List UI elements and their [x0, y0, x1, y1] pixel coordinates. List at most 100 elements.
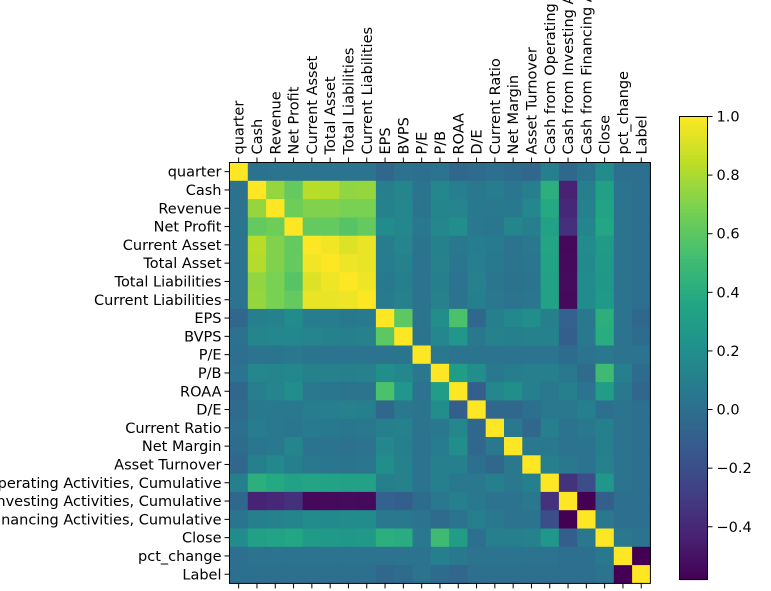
- heatmap-cell-11-15: [504, 363, 523, 383]
- heatmap-cell-1-14: [485, 180, 505, 200]
- heatmap-cell-15-17: [540, 437, 560, 456]
- heatmap-cell-16-6: [339, 455, 358, 474]
- heatmap-cell-16-13: [467, 455, 487, 474]
- heatmap-cell-16-4: [302, 455, 322, 474]
- heatmap-cell-21-13: [467, 546, 487, 566]
- heatmap-cell-9-5: [321, 327, 340, 346]
- heatmap-cell-10-8: [375, 345, 395, 365]
- heatmap-cell-6-8: [375, 272, 395, 291]
- heatmap-cell-13-14: [485, 400, 505, 420]
- heatmap-cell-10-12: [449, 345, 468, 365]
- heatmap-cell-5-10: [412, 254, 432, 273]
- heatmap-cell-4-8: [375, 235, 395, 255]
- heatmap-cell-10-9: [394, 345, 413, 365]
- colorbar-segment-5: [679, 135, 708, 141]
- colorbar-segment-11: [679, 158, 708, 164]
- colorbar-segment-66: [679, 371, 708, 376]
- heatmap-cell-9-17: [540, 327, 560, 346]
- heatmap-cell-13-10: [412, 400, 432, 420]
- heatmap-cell-19-22: [632, 510, 651, 529]
- heatmap-cell-2-13: [467, 199, 487, 218]
- heatmap-cell-1-22: [632, 180, 651, 200]
- heatmap-cell-0-20: [595, 162, 615, 182]
- heatmap-cell-22-2: [266, 565, 285, 584]
- heatmap-cell-15-18: [558, 437, 578, 456]
- colorbar-segment-24: [679, 209, 708, 214]
- heatmap-cell-2-0: [229, 199, 249, 218]
- heatmap-cell-8-4: [302, 308, 322, 328]
- heatmap-cell-17-16: [522, 473, 541, 493]
- heatmap-cell-18-7: [357, 491, 377, 511]
- heatmap-cell-2-21: [613, 199, 633, 218]
- heatmap-cell-8-11: [430, 308, 450, 328]
- heatmap-cell-14-3: [284, 418, 304, 438]
- heatmap-cell-10-10: [412, 345, 432, 365]
- heatmap-cell-0-4: [302, 162, 322, 182]
- colorbar-segment-116: [679, 564, 708, 569]
- heatmap-cell-18-4: [302, 491, 322, 511]
- heatmap-cell-18-0: [229, 491, 249, 511]
- heatmap-cell-4-22: [632, 235, 651, 255]
- heatmap-cell-2-11: [430, 199, 450, 218]
- heatmap-cell-11-20: [595, 363, 615, 383]
- heatmap-cell-3-1: [247, 217, 267, 237]
- heatmap-cell-22-18: [558, 565, 578, 584]
- heatmap-cell-21-15: [504, 546, 523, 566]
- x-tick-label-12: ROAA: [451, 113, 467, 155]
- heatmap-cell-7-7: [357, 290, 377, 310]
- colorbar-segment-64: [679, 363, 708, 368]
- heatmap-cell-18-10: [412, 491, 432, 511]
- heatmap-cell-17-3: [284, 473, 304, 493]
- heatmap-cell-19-9: [394, 510, 413, 529]
- heatmap-cell-21-2: [266, 546, 285, 566]
- heatmap-cell-6-21: [613, 272, 633, 291]
- colorbar-segment-51: [679, 313, 708, 318]
- heatmap-cell-9-2: [266, 327, 285, 346]
- heatmap-cell-11-22: [632, 363, 651, 383]
- colorbar-tick-label-7: 1.0: [717, 110, 740, 126]
- heatmap-cell-0-10: [412, 162, 432, 182]
- colorbar-segment-33: [679, 243, 708, 249]
- heatmap-cell-17-18: [558, 473, 578, 493]
- colorbar-segment-84: [679, 440, 708, 446]
- y-tick-label-13: D/E: [196, 403, 221, 419]
- heatmap-cell-5-5: [321, 254, 340, 273]
- heatmap-cell-17-4: [302, 473, 322, 493]
- heatmap-cell-12-16: [522, 382, 541, 401]
- heatmap-cell-6-17: [540, 272, 560, 291]
- heatmap-cell-18-1: [247, 491, 267, 511]
- heatmap-cell-16-20: [595, 455, 615, 474]
- colorbar-segment-97: [679, 490, 708, 496]
- x-tick-label-18: Cash from Investing Activities, Cumulati…: [561, 0, 577, 155]
- heatmap-cell-18-12: [449, 491, 468, 511]
- heatmap-cell-1-13: [467, 180, 487, 200]
- heatmap-cell-12-15: [504, 382, 523, 401]
- heatmap-cell-3-14: [485, 217, 505, 237]
- heatmap-cell-1-8: [375, 180, 395, 200]
- heatmap-cell-5-21: [613, 254, 633, 273]
- heatmap-cell-15-8: [375, 437, 395, 456]
- heatmap-cell-12-4: [302, 382, 322, 401]
- heatmap-cell-5-17: [540, 254, 560, 273]
- heatmap-cell-0-8: [375, 162, 395, 182]
- heatmap-cell-20-12: [449, 528, 468, 548]
- colorbar-segment-103: [679, 513, 708, 519]
- heatmap-cell-15-13: [467, 437, 487, 456]
- heatmap-cell-16-9: [394, 455, 413, 474]
- heatmap-cell-9-8: [375, 327, 395, 346]
- heatmap-cell-6-1: [247, 272, 267, 291]
- heatmap-cell-16-22: [632, 455, 651, 474]
- heatmap-cell-14-11: [430, 418, 450, 438]
- heatmap-cell-11-3: [284, 363, 304, 383]
- heatmap-cell-3-18: [558, 217, 578, 237]
- heatmap-cell-16-5: [321, 455, 340, 474]
- heatmap-cell-11-12: [449, 363, 468, 383]
- heatmap-cell-10-0: [229, 345, 249, 365]
- colorbar-segment-52: [679, 317, 708, 322]
- heatmap-cell-11-19: [577, 363, 596, 383]
- colorbar-segment-110: [679, 540, 708, 546]
- heatmap-cell-11-10: [412, 363, 432, 383]
- x-tick-label-7: Current Liabilities: [360, 27, 376, 155]
- heatmap-cell-11-6: [339, 363, 358, 383]
- colorbar-segment-119: [679, 575, 708, 581]
